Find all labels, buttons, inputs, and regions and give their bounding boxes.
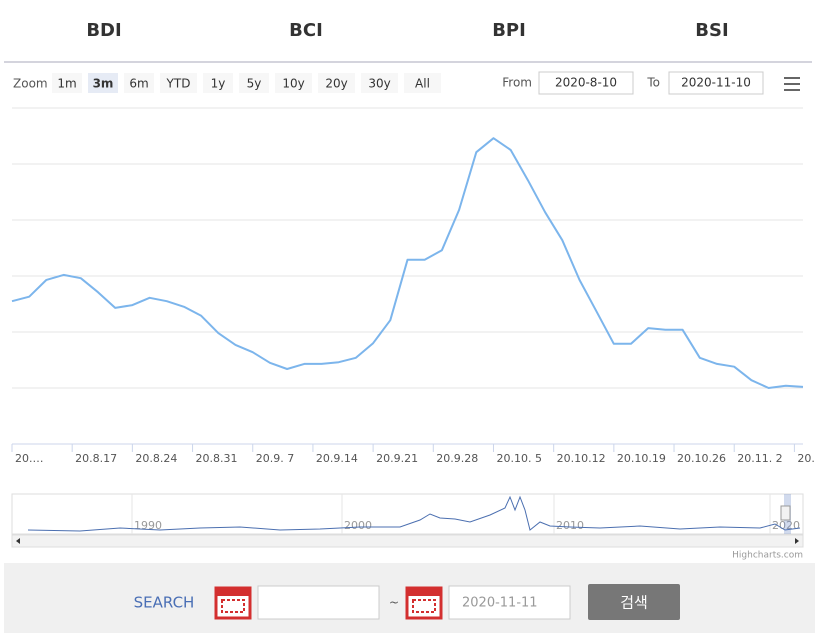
search-button[interactable] — [588, 584, 680, 620]
x-tick-label: 20.10.19 — [617, 452, 666, 465]
x-tick-label: 20.9.28 — [436, 452, 478, 465]
zoom-button[interactable] — [160, 73, 197, 93]
zoom-button-label: 3m — [93, 77, 114, 91]
zoom-label: Zoom — [13, 77, 48, 91]
search-separator: ~ — [389, 596, 399, 610]
x-tick-label: 20.10.26 — [677, 452, 726, 465]
zoom-button[interactable] — [275, 73, 312, 93]
zoom-button-label: 1m — [57, 77, 76, 91]
from-value: 2020-8-10 — [555, 76, 617, 90]
x-tick-label: 20.8.17 — [75, 452, 117, 465]
tab[interactable]: BCI — [289, 20, 323, 41]
zoom-button[interactable] — [203, 73, 233, 93]
scroll-left[interactable] — [16, 538, 20, 544]
nav-handle[interactable] — [780, 505, 791, 521]
zoom-button[interactable] — [318, 73, 355, 93]
zoom-button-label: 6m — [129, 77, 148, 91]
zoom-button[interactable] — [52, 73, 82, 93]
tab[interactable]: BPI — [492, 20, 526, 41]
x-tick-label: 20.1… — [797, 452, 815, 465]
calendar-icon[interactable] — [214, 586, 252, 620]
credit: Highcharts.com — [732, 551, 803, 561]
x-tick-label: 20.… — [15, 452, 44, 465]
to-label: To — [646, 76, 660, 90]
search-button-label: 검색 — [620, 594, 648, 612]
scrollbar[interactable] — [11, 534, 804, 548]
zoom-button[interactable] — [404, 73, 441, 93]
to-value: 2020-11-10 — [681, 76, 751, 90]
line-series — [11, 137, 804, 389]
scroll-right[interactable] — [795, 538, 799, 544]
search-to-value: 2020-11-11 — [462, 596, 538, 611]
zoom-button-label: YTD — [166, 77, 191, 91]
x-tick-label: 20.8.24 — [135, 452, 177, 465]
search-to-input[interactable] — [448, 585, 571, 620]
x-tick-label: 20.9. 7 — [256, 452, 294, 465]
zoom-button-label: All — [415, 77, 430, 91]
navigator[interactable] — [11, 493, 804, 535]
tab[interactable]: BSI — [695, 20, 728, 41]
tab[interactable]: BDI — [86, 20, 121, 41]
from-label: From — [502, 76, 532, 90]
zoom-button[interactable] — [239, 73, 269, 93]
from-input[interactable] — [538, 71, 634, 95]
calendar-icon[interactable] — [405, 586, 443, 620]
x-tick-label: 20.8.31 — [196, 452, 238, 465]
nav-label: 2000 — [344, 519, 372, 532]
zoom-button-label: 1y — [211, 77, 226, 91]
zoom-button-label: 30y — [368, 77, 390, 91]
zoom-button-label: 5y — [247, 77, 262, 91]
search-label: SEARCH — [134, 594, 195, 612]
search-from-input[interactable] — [257, 585, 380, 620]
zoom-button[interactable] — [124, 73, 154, 93]
zoom-button-label: 10y — [282, 77, 304, 91]
nav-label: 2010 — [556, 519, 584, 532]
menu-button[interactable] — [784, 77, 800, 91]
zoom-button[interactable] — [361, 73, 398, 93]
x-tick-label: 20.9.21 — [376, 452, 418, 465]
zoom-button-label: 20y — [325, 77, 347, 91]
x-tick-label: 20.10. 5 — [496, 452, 541, 465]
x-tick-label: 20.10.12 — [557, 452, 606, 465]
x-tick-label: 20.9.14 — [316, 452, 358, 465]
x-tick-label: 20.11. 2 — [737, 452, 782, 465]
navigator-series — [27, 495, 801, 532]
to-input[interactable] — [668, 71, 764, 95]
zoom-button[interactable] — [88, 73, 118, 93]
